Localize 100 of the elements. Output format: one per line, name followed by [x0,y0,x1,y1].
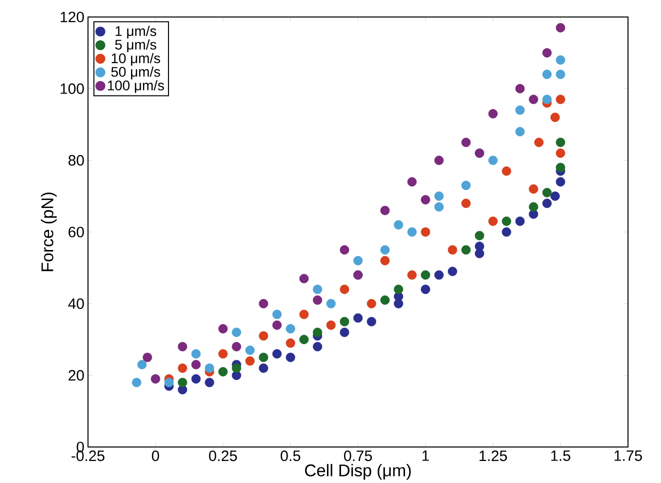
point [434,156,444,166]
point [218,349,228,359]
point [461,138,471,148]
point [286,338,296,348]
x-tick-label: 0 [152,450,160,462]
point [556,162,566,172]
point [218,367,228,376]
x-tick-label: -0.25 [72,450,104,462]
point [556,94,566,104]
point [515,84,525,94]
point [299,334,309,344]
point [420,284,430,294]
point [164,378,174,388]
point [542,198,552,208]
point [474,230,484,240]
point [286,324,296,334]
point [488,156,498,166]
point [502,227,512,237]
point [245,356,255,366]
y-tick-label: 40 [68,298,84,309]
point [556,148,566,158]
point [420,195,430,204]
point [534,138,544,148]
point [448,266,458,276]
x-tick-label: 0.25 [209,450,237,462]
point [232,342,242,352]
point [394,284,404,294]
point [272,320,282,330]
point [366,298,376,308]
point [380,245,390,255]
point [178,378,188,388]
y-tick-label: 20 [68,370,84,381]
legend-label: 50 μm/s [111,66,160,80]
point [272,349,282,359]
point [515,126,525,136]
point [380,256,390,266]
point [340,316,350,326]
y-tick-label: 80 [68,155,84,166]
point [528,202,538,212]
point [556,55,566,65]
point [299,310,309,320]
point [245,346,255,355]
point [312,328,322,338]
point [528,184,538,194]
point [448,245,458,255]
legend-label: 1 μm/s [116,26,156,39]
point [191,349,201,359]
point [380,206,390,216]
x-tick-label: 1 [422,450,429,461]
point [272,310,282,320]
point [515,216,525,226]
point [150,374,160,384]
point [258,352,268,362]
point [556,138,566,148]
point [420,270,430,280]
x-axis-title: Cell Disp (μm) [305,464,411,480]
point [191,360,201,370]
y-tick-label: 60 [68,226,84,238]
point [258,363,268,373]
y-tick-label: 120 [60,12,84,22]
point [258,331,268,341]
point [528,94,538,104]
point [434,202,444,212]
point [286,352,296,362]
point [434,191,444,201]
point [191,374,201,384]
point [542,188,552,198]
y-axis-title: Force (pN) [40,192,57,272]
point [502,166,512,176]
point [461,245,471,255]
point [142,352,152,362]
x-tick-label: 1.75 [614,450,642,461]
point [420,227,430,237]
legend-label: 5 μm/s [115,39,156,52]
y-tick-label: 100 [60,83,84,94]
point [340,328,350,338]
point [340,245,350,255]
point [550,191,560,201]
point [232,328,242,338]
point [550,112,560,122]
point [556,23,566,32]
point [556,177,566,187]
legend-label: 10 μm/s [112,52,160,66]
point [461,198,471,208]
point [407,270,417,280]
point [353,313,363,323]
point [556,70,566,80]
point [326,320,336,330]
point [326,298,336,308]
x-tick-label: 1.5 [551,450,570,461]
point [312,342,322,352]
point [488,109,498,118]
point [488,216,498,226]
point [312,295,322,305]
point [312,284,322,294]
x-tick-label: 1.25 [480,450,507,462]
point [407,177,417,187]
point [132,378,142,388]
point [353,256,363,266]
point [204,378,214,388]
